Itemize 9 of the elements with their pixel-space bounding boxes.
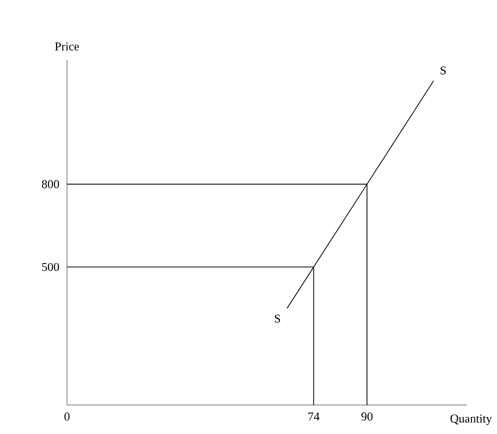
x-tick-label: 74 bbox=[308, 412, 320, 420]
y-tick-label: 500 bbox=[42, 262, 60, 272]
x-tick-label: 0 bbox=[64, 412, 70, 421]
y-tick-label: 800 bbox=[42, 180, 60, 188]
annotation: S bbox=[274, 314, 280, 323]
y-axis-title: Price bbox=[55, 42, 79, 50]
x-axis-title: Quantity bbox=[450, 414, 492, 426]
x-tick-label: 90 bbox=[361, 412, 373, 421]
annotation: S bbox=[440, 66, 446, 74]
